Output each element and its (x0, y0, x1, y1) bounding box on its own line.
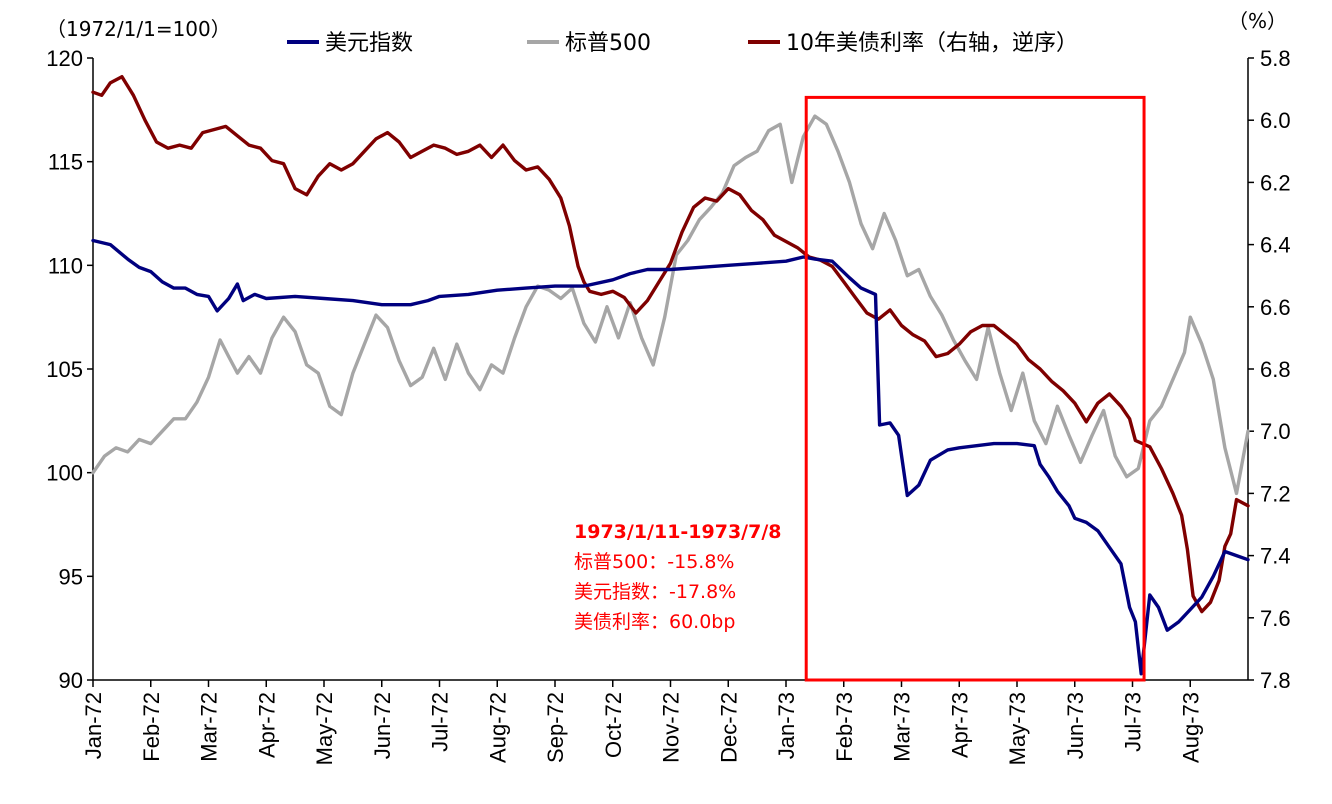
x-tick-label: Aug-73 (1178, 692, 1203, 763)
right-tick-label: 7.6 (1260, 606, 1291, 631)
x-tick-label: Mar-73 (890, 692, 915, 762)
right-tick-label: 7.2 (1260, 481, 1291, 506)
legend: 美元指数 标普500 10年美债利率（右轴，逆序） (287, 31, 1078, 56)
x-tick-label: Jan-72 (81, 692, 106, 759)
x-tick-label: Jan-73 (774, 692, 799, 759)
annotation-line-0: 1973/1/11-1973/7/8 (574, 521, 782, 543)
legend-label-0: 美元指数 (325, 31, 413, 56)
left-tick-label: 120 (46, 46, 83, 71)
right-tick-label: 7.4 (1260, 544, 1291, 569)
x-tick-label: Dec-72 (716, 692, 741, 763)
x-tick-label: Feb-72 (139, 692, 164, 762)
x-tick-label: Jul-72 (428, 692, 453, 752)
highlight-layer (804, 95, 1146, 682)
x-tick-label: Apr-72 (254, 692, 279, 758)
annotation-line-3: 美债利率：60.0bp (574, 611, 735, 633)
annotation: 1973/1/11-1973/7/8 标普500：-15.8% 美元指数：-17.8… (574, 521, 782, 633)
right-tick-label: 7.0 (1260, 419, 1291, 444)
x-tick-label: Feb-73 (832, 692, 857, 762)
x-tick-label: May-73 (1005, 692, 1030, 765)
x-tick-label: Jun-73 (1063, 692, 1088, 759)
left-tick-label: 90 (59, 668, 83, 693)
legend-label-2: 10年美债利率（右轴，逆序） (786, 31, 1078, 56)
x-tick-label: Aug-72 (485, 692, 510, 763)
annotation-line-2: 美元指数：-17.8% (574, 581, 736, 603)
x-tick-label: May-72 (312, 692, 337, 765)
series-line-2 (91, 75, 1250, 614)
x-tick-label: Jul-73 (1121, 692, 1146, 752)
highlight-box (804, 95, 1146, 682)
left-tick-label: 110 (48, 253, 83, 278)
x-tick-label: Jun-72 (370, 692, 395, 759)
x-tick-label: Apr-73 (947, 692, 972, 758)
x-tick-label: Sep-72 (543, 692, 568, 763)
right-tick-label: 6.4 (1260, 233, 1291, 258)
right-axis-unit: （%） (1228, 9, 1287, 33)
x-tick-label: Mar-72 (197, 692, 222, 762)
right-tick-label: 6.0 (1260, 108, 1291, 133)
left-tick-label: 105 (46, 357, 83, 382)
left-tick-label: 95 (59, 564, 83, 589)
x-tick-label: Oct-72 (601, 692, 626, 758)
right-tick-label: 6.2 (1260, 170, 1291, 195)
left-tick-label: 115 (48, 150, 83, 175)
series-line-0 (91, 238, 1250, 676)
series-layer (91, 75, 1250, 676)
left-tick-label: 100 (46, 461, 83, 486)
right-tick-label: 5.8 (1260, 46, 1291, 71)
right-tick-label: 6.8 (1260, 357, 1291, 382)
legend-label-1: 标普500 (565, 31, 651, 56)
annotation-line-1: 标普500：-15.8% (574, 551, 734, 573)
axes: 90 95 100 105 110 115 120 5.8 6.0 6.2 6.4 6.6 6.8 7.0… (46, 9, 1291, 765)
series-line-1 (91, 114, 1250, 496)
left-axis-unit: （1972/1/1=100） (46, 17, 231, 41)
right-tick-label: 6.6 (1260, 295, 1291, 320)
x-tick-label: Nov-72 (659, 692, 684, 763)
right-tick-label: 7.8 (1260, 668, 1291, 693)
